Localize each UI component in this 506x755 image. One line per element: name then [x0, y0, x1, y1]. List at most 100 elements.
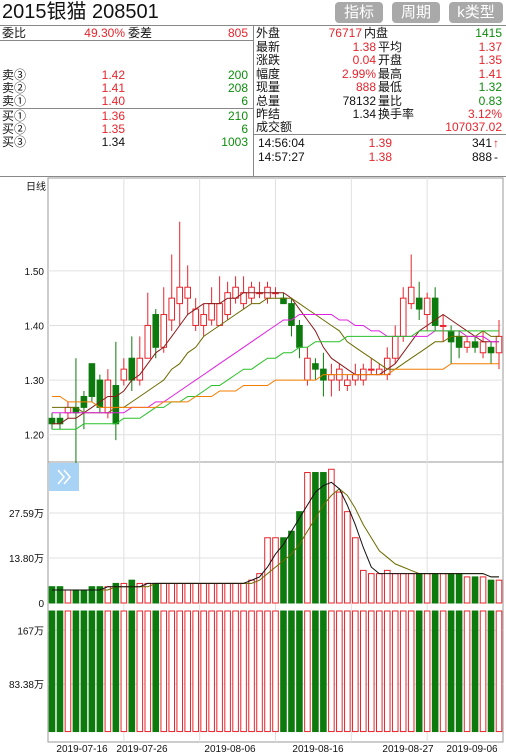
- down-candle: [280, 297, 287, 305]
- volume-bar: [280, 537, 287, 604]
- quote-value: 76717: [328, 26, 362, 40]
- volume-bar: [336, 491, 343, 604]
- amount-bar: [56, 610, 64, 733]
- date-tick-label: 2019-07-26: [116, 744, 168, 755]
- indicator-button[interactable]: 指标: [335, 2, 383, 23]
- amount-bar: [375, 610, 383, 733]
- amount-bar: [176, 610, 184, 733]
- weibi-label: 委比: [2, 26, 27, 40]
- quote-label: 平均: [378, 40, 403, 54]
- quote-value: 1415: [475, 26, 502, 40]
- up-candle: [192, 308, 199, 326]
- amount-bar: [296, 610, 303, 733]
- volume-bar: [288, 530, 295, 604]
- down-candle: [431, 297, 439, 326]
- volume-bar: [399, 573, 407, 604]
- amount-bar: [256, 610, 263, 733]
- ask-row-1: 卖① 1.40 6: [0, 94, 252, 108]
- volume-bar: [80, 589, 88, 604]
- up-candle: [399, 297, 407, 337]
- amount-bar: [144, 610, 152, 733]
- date-tick-label: 2019-08-27: [382, 744, 434, 755]
- turnover-label: 成交额: [256, 120, 293, 134]
- amount-bar: [48, 610, 56, 733]
- double-chevron-right-icon: [57, 469, 71, 485]
- amount-bar: [304, 610, 311, 733]
- volume-bar: [136, 582, 144, 604]
- panel-center-divider: [253, 25, 254, 176]
- amount-bar: [455, 610, 463, 733]
- volume-bar: [168, 582, 176, 604]
- quote-label: 换手率: [378, 107, 415, 121]
- period-button[interactable]: 周期: [392, 2, 440, 23]
- volume-bar: [232, 582, 239, 604]
- weicha-value: 805: [227, 26, 248, 40]
- ask-volume: 200: [227, 68, 248, 82]
- volume-bar: [391, 573, 399, 604]
- amount-tick-label: 83.38万: [9, 680, 44, 691]
- quote-label: 幅度: [256, 67, 281, 81]
- amount-bar: [80, 610, 88, 733]
- quote-value: 0.83: [478, 94, 502, 108]
- volume-bar: [112, 582, 120, 604]
- amount-bar: [248, 610, 255, 733]
- volume-bar: [487, 579, 495, 604]
- amount-bar: [312, 610, 319, 733]
- amount-bar: [152, 610, 160, 733]
- bid-label: 买①: [2, 109, 27, 123]
- amount-bar: [360, 610, 367, 733]
- amount-bar: [208, 610, 215, 733]
- ask-label: 卖②: [2, 81, 27, 95]
- instrument-title: 2015银猫 208501: [2, 1, 159, 23]
- ask-label: 卖①: [2, 94, 27, 108]
- amount-bar: [288, 610, 295, 733]
- up-candle: [144, 324, 152, 359]
- amount-bar: [479, 610, 487, 733]
- volume-bar: [192, 582, 199, 604]
- up-candle: [184, 286, 191, 299]
- book-divider: [0, 108, 253, 109]
- ask-price: 1.42: [101, 68, 125, 82]
- volume-ma-line: [52, 481, 499, 591]
- amount-bar: [64, 610, 72, 733]
- volume-bar: [216, 582, 223, 604]
- quote-value: 1.38: [352, 40, 376, 54]
- down-candle: [471, 341, 479, 348]
- tick-time: 14:56:04: [258, 136, 305, 150]
- volume-bar: [264, 537, 271, 604]
- down-candle: [88, 363, 96, 397]
- up-candle: [352, 374, 359, 381]
- amount-bar: [104, 610, 112, 733]
- amount-bar: [344, 610, 351, 733]
- volume-bar: [463, 576, 471, 604]
- amount-bar: [487, 610, 495, 733]
- tick-dir: -: [494, 150, 498, 164]
- quote-value: 2.99%: [341, 67, 376, 81]
- volume-tick-label: 13.80万: [9, 554, 44, 565]
- amount-bar: [415, 610, 423, 733]
- up-candle: [224, 292, 231, 316]
- volume-bar: [56, 586, 64, 604]
- volume-bar: [200, 582, 207, 604]
- quote-divider: [253, 134, 506, 135]
- bid-volume: 6: [241, 122, 248, 136]
- date-tick-label: 2019-07-16: [56, 744, 108, 755]
- volume-bar: [96, 586, 104, 604]
- quote-label: 总量: [256, 94, 281, 108]
- panel-bottom-border: [0, 176, 506, 177]
- amount-bar: [471, 610, 479, 733]
- quote-value: 888: [355, 80, 376, 94]
- bid-volume: 210: [227, 109, 248, 123]
- bid-row-2: 买② 1.35 6: [0, 122, 252, 136]
- volume-bar: [64, 589, 72, 604]
- volume-bar: [495, 579, 503, 604]
- amount-bar: [232, 610, 239, 733]
- kline-type-button[interactable]: k类型: [449, 2, 503, 23]
- price-ma-line: [52, 363, 499, 408]
- volume-bar: [304, 472, 311, 604]
- bid-volume: 1003: [221, 135, 248, 149]
- quote-row-outer-inner: 外盘 76717 内盘 1415: [254, 26, 506, 40]
- quote-label: 外盘: [256, 26, 281, 40]
- volume-bar: [208, 582, 215, 604]
